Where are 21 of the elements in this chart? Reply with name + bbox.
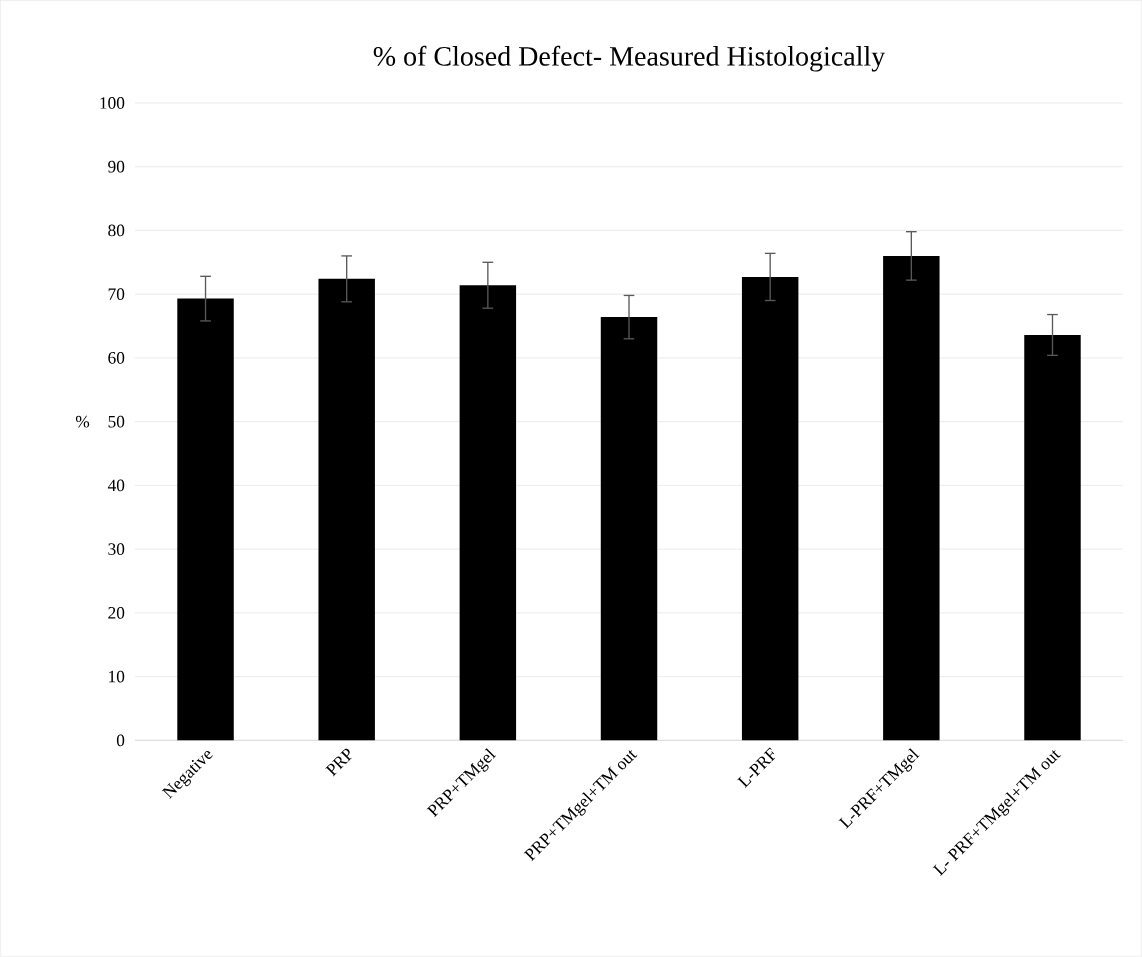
y-axis-title: % bbox=[75, 415, 90, 428]
y-tick-label: 50 bbox=[108, 415, 125, 428]
bar bbox=[459, 285, 517, 741]
bar bbox=[883, 256, 940, 741]
y-tick-label: 70 bbox=[108, 288, 125, 301]
bar bbox=[177, 298, 234, 741]
y-tick-label: 40 bbox=[107, 479, 125, 492]
y-tick-label: 0 bbox=[116, 734, 125, 747]
chart-title: % of Closed Defect- Measured Histologically bbox=[373, 45, 886, 72]
y-tick-label: 30 bbox=[108, 543, 125, 556]
y-tick-label: 20 bbox=[108, 607, 125, 619]
bar bbox=[600, 317, 658, 741]
y-tick-label: 90 bbox=[108, 161, 125, 173]
x-tick-label: PRP bbox=[325, 748, 352, 777]
y-tick-label: 80 bbox=[108, 224, 125, 237]
y-tick-label: 60 bbox=[108, 352, 125, 364]
bar bbox=[318, 279, 375, 741]
bar bbox=[741, 277, 799, 741]
y-tick-label: 10 bbox=[109, 670, 125, 683]
y-tick-label: 100 bbox=[100, 97, 125, 109]
bar bbox=[1024, 335, 1081, 741]
